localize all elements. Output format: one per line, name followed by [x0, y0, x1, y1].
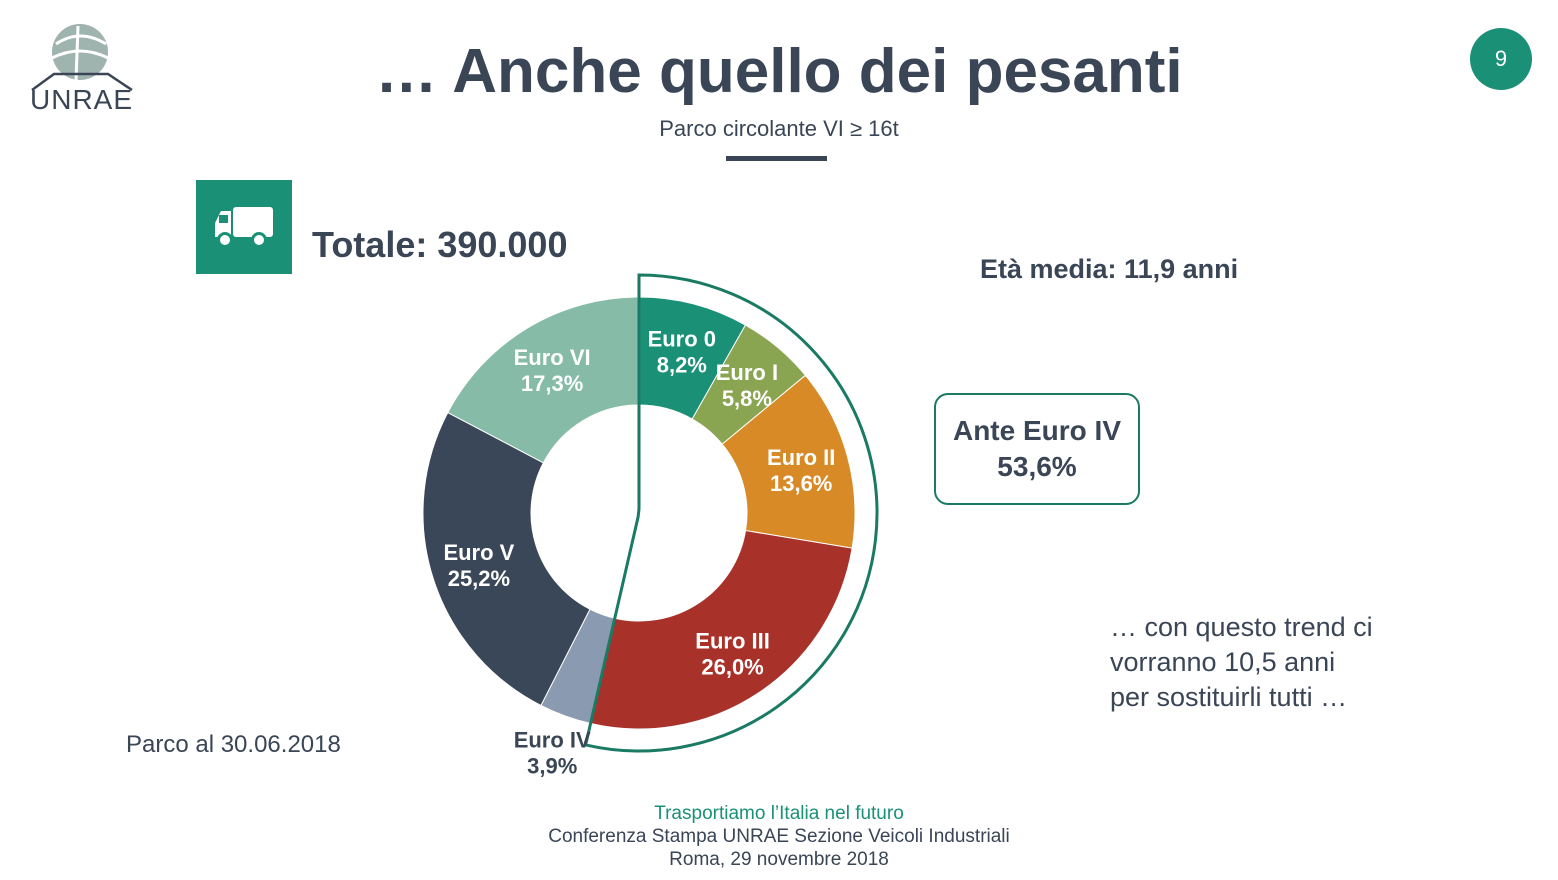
- page-title: … Anche quello dei pesanti: [375, 37, 1183, 106]
- slice-value-label: 25,2%: [448, 566, 510, 591]
- total-label: Totale: 390.000: [312, 224, 568, 265]
- slice-euro-vi: [447, 296, 640, 464]
- trend-line-3: per sostituirli tutti …: [1110, 682, 1348, 712]
- truck-badge: [196, 180, 292, 274]
- slice-name-label: Euro VI: [514, 345, 591, 370]
- slice-name-label: Euro III: [695, 629, 770, 654]
- trend-line-2: vorranno 10,5 anni: [1110, 647, 1336, 677]
- slice-name-label: Euro IV: [514, 728, 591, 753]
- footer-tagline: Trasportiamo l’Italia nel futuro: [654, 803, 904, 824]
- subtitle-underline: [726, 156, 827, 161]
- slice-name-label: Euro V: [443, 540, 514, 565]
- page-number-badge: 9: [1470, 28, 1532, 90]
- slice-name-label: Euro 0: [648, 327, 716, 352]
- slice-value-label: 8,2%: [657, 353, 707, 378]
- unrae-logo-icon: [31, 24, 133, 92]
- trend-line-1: … con questo trend ci: [1110, 612, 1373, 642]
- page-subtitle: Parco circolante VI ≥ 16t: [659, 116, 899, 141]
- ante-euro-iv-box: Ante Euro IV 53,6%: [934, 393, 1140, 505]
- slice-euro-v: [422, 411, 591, 707]
- slice-value-label: 17,3%: [521, 371, 583, 396]
- truck-icon: [215, 207, 273, 248]
- footer-line-1: Conferenza Stampa UNRAE Sezione Veicoli …: [548, 826, 1010, 847]
- slice-name-label: Euro I: [716, 360, 778, 385]
- parco-date-label: Parco al 30.06.2018: [126, 731, 341, 758]
- slice-name-label: Euro II: [767, 445, 835, 470]
- slice-value-label: 13,6%: [770, 471, 832, 496]
- slice-value-label: 26,0%: [701, 655, 763, 680]
- slice-euro-ii: [721, 374, 856, 549]
- slice-euro-iii: [589, 529, 853, 730]
- logo-text: UNRAE: [30, 84, 134, 115]
- footer-line-2: Roma, 29 novembre 2018: [669, 849, 889, 870]
- trend-note: … con questo trend ci vorranno 10,5 anni…: [1110, 610, 1373, 715]
- slice-value-label: 3,9%: [527, 754, 577, 779]
- ante-euro-iv-outline: [583, 273, 879, 753]
- ante-euro-iv-value: 53,6%: [997, 451, 1077, 482]
- average-age-label: Età media: 11,9 anni: [980, 254, 1239, 284]
- slice-value-label: 5,8%: [722, 386, 772, 411]
- ante-euro-iv-title: Ante Euro IV: [952, 415, 1121, 446]
- footer: Trasportiamo l’Italia nel futuro Confere…: [0, 802, 1558, 871]
